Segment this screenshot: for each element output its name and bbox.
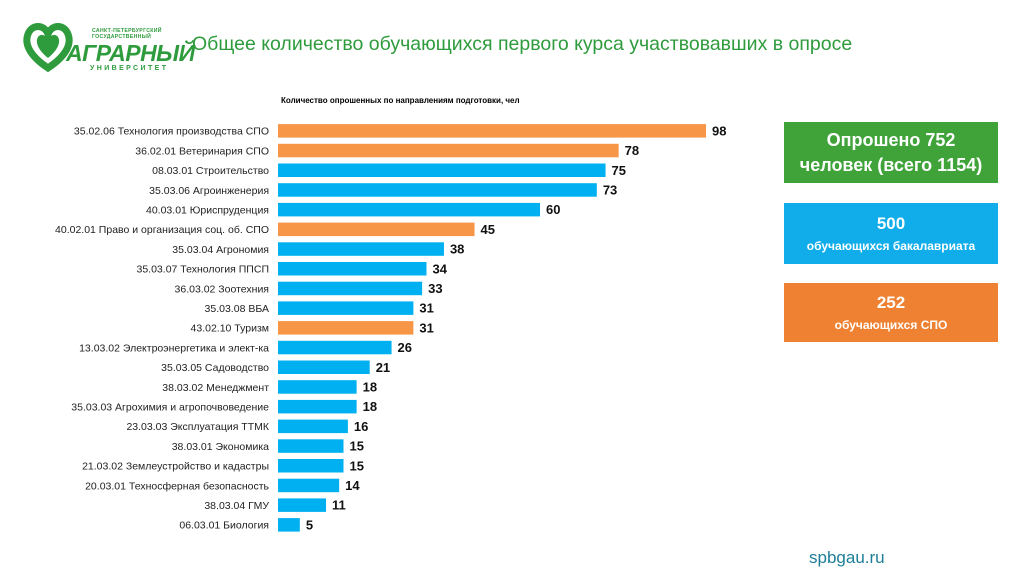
value-label: 14 (345, 478, 360, 493)
value-label: 38 (450, 242, 464, 257)
bar (278, 360, 370, 374)
value-label: 75 (612, 163, 626, 178)
category-label: 06.03.01 Биология (179, 520, 269, 532)
value-label: 21 (376, 360, 390, 375)
heart-leaf-icon (23, 23, 73, 73)
university-logo: САНКТ-ПЕТЕРБУРГСКИЙ ГОСУДАРСТВЕННЫЙ АГРА… (22, 18, 195, 76)
footer-url[interactable]: spbgau.ru (809, 548, 885, 567)
bar (278, 143, 619, 158)
bar (278, 518, 300, 532)
logo-main-text: АГРАРНЫЙ (66, 40, 195, 66)
value-label: 16 (354, 419, 368, 434)
bar-chart: 35.02.06 Технология производства СПО 98 36… (55, 123, 726, 532)
bar (278, 380, 357, 394)
category-label: 35.03.03 Агрохимия и агропочвоведение (71, 401, 269, 413)
bar (278, 459, 344, 473)
total-surveyed-box: Опрошено 752 человек (всего 1154) (784, 122, 998, 183)
category-label: 23.03.03 Эксплуатация ТТМК (126, 421, 269, 433)
category-label: 21.03.02 Землеустройство и кадастры (82, 461, 269, 473)
category-label: 35.03.07 Технология ППСП (137, 264, 270, 276)
logo-line-1: САНКТ-ПЕТЕРБУРГСКИЙ (92, 28, 162, 34)
category-label: 20.03.01 Техносферная безопасность (85, 480, 269, 492)
total-line-2: человек (всего 1154) (799, 154, 983, 175)
bar (278, 281, 423, 296)
value-label: 5 (306, 517, 313, 532)
bar (278, 183, 597, 197)
category-label: 38.03.01 Экономика (172, 441, 269, 453)
bar (278, 399, 357, 414)
bar (278, 340, 392, 355)
category-label: 36.02.01 Ветеринария СПО (135, 145, 269, 157)
value-label: 98 (712, 123, 726, 138)
bar (278, 419, 348, 434)
category-label: 40.02.01 Право и организация соц. об. СП… (55, 224, 269, 236)
spo-caption: обучающихся СПО (834, 317, 948, 332)
category-label: 35.03.04 Агрономия (172, 244, 269, 256)
value-label: 26 (398, 340, 412, 355)
value-label: 18 (363, 399, 377, 414)
value-label: 15 (350, 439, 364, 454)
value-label: 45 (481, 222, 495, 237)
bar (278, 242, 444, 256)
value-label: 31 (419, 320, 433, 335)
value-label: 34 (432, 261, 447, 276)
category-label: 38.03.04 ГМУ (204, 500, 269, 512)
chart-title: Количество опрошенных по направлениям по… (281, 96, 520, 105)
value-label: 73 (603, 182, 617, 197)
bar (278, 301, 414, 315)
bar (278, 222, 475, 237)
bachelor-count-box: 500 обучающихся бакалавриата (784, 203, 998, 264)
bar (278, 262, 427, 276)
value-label: 78 (625, 143, 639, 158)
category-label: 08.03.01 Строительство (152, 165, 269, 177)
total-line-1: Опрошено 752 (826, 129, 956, 150)
bar (278, 478, 340, 493)
bachelor-count: 500 (876, 213, 906, 233)
value-label: 18 (363, 379, 377, 394)
spo-count-box: 252 обучающихся СПО (784, 283, 998, 342)
value-label: 15 (350, 458, 364, 473)
logo-sub-text: УНИВЕРСИТЕТ (90, 65, 169, 72)
value-label: 11 (332, 498, 346, 513)
bar (278, 321, 414, 335)
category-label: 40.03.01 Юриспруденция (146, 204, 269, 216)
category-label: 13.03.02 Электроэнергетика и элект-ка (79, 342, 269, 354)
category-label: 35.02.06 Технология производства СПО (74, 126, 269, 138)
category-label: 38.03.02 Менеджмент (162, 382, 269, 394)
value-label: 60 (546, 202, 560, 217)
bar (278, 163, 606, 177)
value-label: 31 (419, 301, 433, 316)
bachelor-caption: обучающихся бакалавриата (806, 238, 976, 253)
category-label: 35.03.06 Агроинженерия (149, 185, 269, 197)
category-label: 36.03.02 Зоотехния (175, 283, 269, 295)
bar (278, 202, 541, 217)
category-label: 43.02.10 Туризм (191, 323, 269, 335)
bar (278, 439, 344, 453)
bar (278, 498, 327, 512)
bar (278, 124, 706, 138)
spo-count: 252 (876, 292, 906, 312)
logo-line-2: ГОСУДАРСТВЕННЫЙ (92, 34, 152, 40)
category-label: 35.03.05 Садоводство (161, 362, 269, 374)
page-title: Общее количество обучающихся первого кур… (192, 33, 853, 55)
category-label: 35.03.08 ВБА (205, 303, 269, 315)
value-label: 33 (428, 281, 442, 296)
